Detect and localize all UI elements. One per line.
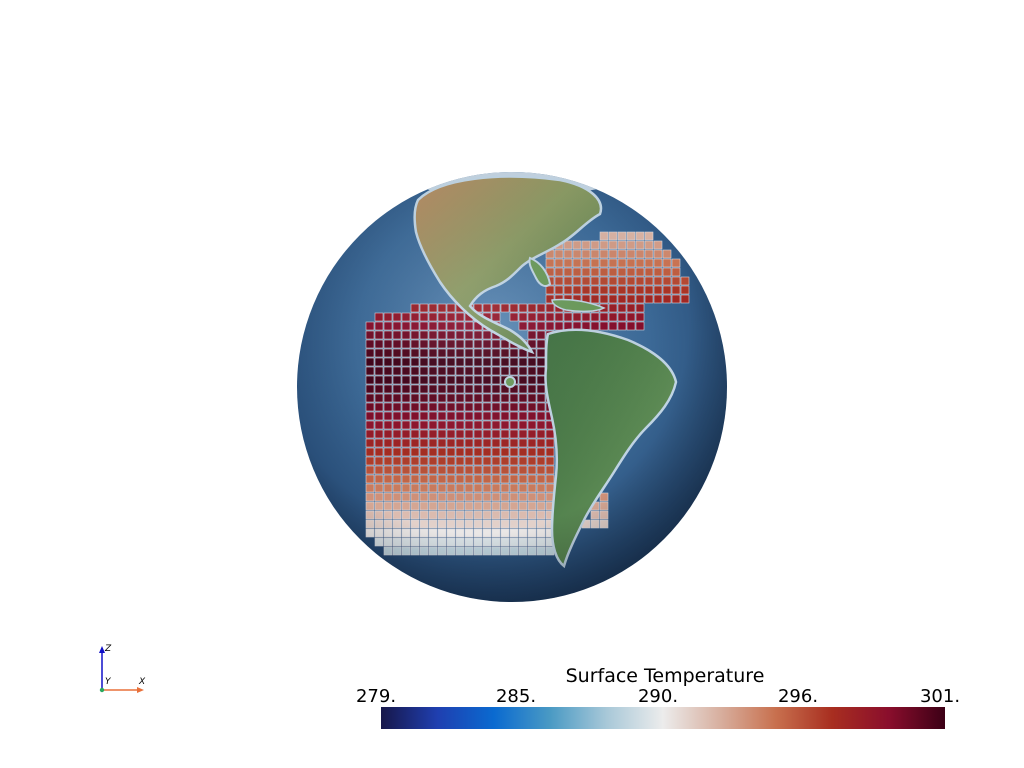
y-axis-label: Y [105,677,111,687]
colorbar: Surface Temperature 279. 285. 290. 296. … [340,664,980,734]
x-axis-arrow [137,687,144,693]
z-axis-label: Z [105,644,111,654]
x-axis-label: X [139,677,145,687]
colorbar-title: Surface Temperature [540,665,790,687]
colorbar-gradient [381,707,945,729]
colorbar-tick-2: 290. [638,686,678,707]
axes-orientation-widget: Z Y X [90,640,160,700]
colorbar-tick-0: 279. [356,686,396,707]
globe-shading [297,172,727,602]
axes-triad [90,640,160,700]
y-axis-point [100,688,104,692]
colorbar-tick-3: 296. [778,686,818,707]
colorbar-tick-4: 301. [920,686,960,707]
colorbar-tick-1: 285. [496,686,536,707]
